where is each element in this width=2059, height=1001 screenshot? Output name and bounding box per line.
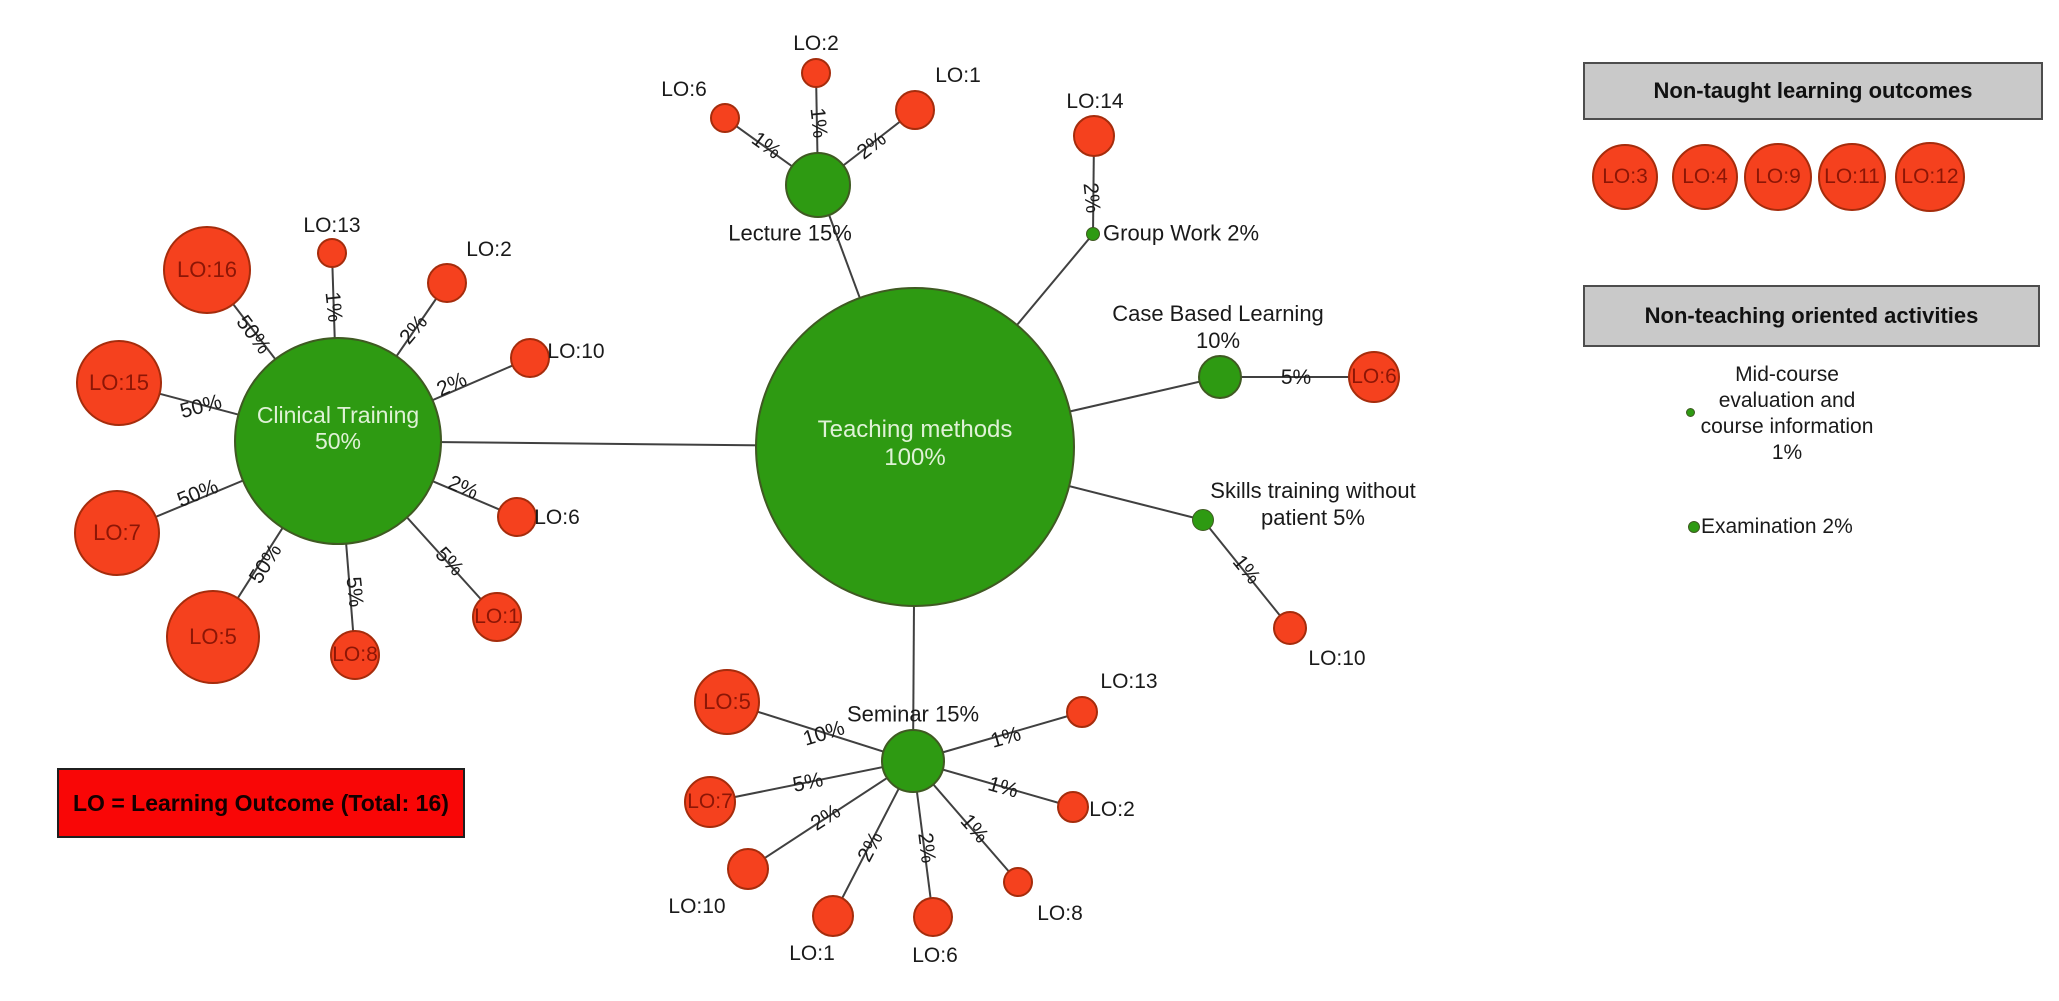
clinical-lo13-node bbox=[317, 238, 347, 268]
clinical-lo16-node-label: LO:16 bbox=[177, 257, 237, 283]
edge-label-clinical-lo8: 5% bbox=[341, 575, 368, 609]
cbl-lo6-node: LO:6 bbox=[1348, 351, 1400, 403]
legend-lo-4-node: LO:4 bbox=[1672, 144, 1738, 210]
clinical-lo2-node-label: LO:2 bbox=[466, 238, 512, 262]
group-work-node bbox=[1086, 227, 1100, 241]
edge-label-case-based-lo6: 5% bbox=[1280, 366, 1312, 389]
clinical-lo5-node: LO:5 bbox=[166, 590, 260, 684]
clinical-lo5-node-label: LO:5 bbox=[189, 624, 237, 650]
seminar-lo6-node-label: LO:6 bbox=[912, 944, 958, 968]
legend-lo-3-node: LO:3 bbox=[1592, 144, 1658, 210]
examination-label: Examination 2% bbox=[1701, 514, 1853, 538]
clinical-training-node-label: Clinical Training 50% bbox=[256, 401, 420, 454]
clinical-lo15-node-label: LO:15 bbox=[89, 370, 149, 396]
legend-lo-3-node-label: LO:3 bbox=[1602, 164, 1648, 188]
edge-label-clinical-lo13: 1% bbox=[320, 290, 347, 324]
skills-lo10-node-label: LO:10 bbox=[1308, 647, 1366, 671]
lecture-node bbox=[785, 152, 851, 218]
seminar-lo5-node: LO:5 bbox=[694, 669, 760, 735]
teaching-methods-node: Teaching methods 100% bbox=[755, 287, 1075, 607]
lecture-lo1-node-label: LO:1 bbox=[935, 64, 981, 88]
group-work-node-label: Group Work 2% bbox=[1103, 220, 1260, 246]
lecture-lo2-node-label: LO:2 bbox=[793, 32, 839, 56]
non-taught-legend-box: Non-taught learning outcomes bbox=[1583, 62, 2043, 120]
teaching-methods-node-label: Teaching methods 100% bbox=[817, 416, 1013, 471]
legend-lo-11-node: LO:11 bbox=[1818, 143, 1886, 211]
seminar-node bbox=[881, 729, 945, 793]
seminar-lo6-node bbox=[913, 897, 953, 937]
lecture-lo6-node-label: LO:6 bbox=[661, 78, 707, 102]
lecture-lo1-node bbox=[895, 90, 935, 130]
clinical-lo13-node-label: LO:13 bbox=[303, 214, 361, 238]
group-lo14-node bbox=[1073, 115, 1115, 157]
edge-seminar-lo10 bbox=[747, 760, 914, 870]
skills-training-node bbox=[1192, 509, 1214, 531]
clinical-lo8-node-label: LO:8 bbox=[332, 642, 378, 666]
skills-training-node-label: Skills training without patient 5% bbox=[1210, 478, 1416, 530]
clinical-lo1-node: LO:1 bbox=[472, 592, 522, 642]
seminar-lo13-node-label: LO:13 bbox=[1100, 670, 1158, 694]
seminar-node-label: Seminar 15% bbox=[846, 701, 980, 727]
legend-lo-4-node-label: LO:4 bbox=[1682, 164, 1728, 188]
seminar-lo7-node-label: LO:7 bbox=[687, 789, 733, 813]
midcourse-dot-icon bbox=[1686, 408, 1695, 417]
lecture-node-label: Lecture 15% bbox=[728, 220, 852, 246]
lecture-lo2-node bbox=[801, 58, 831, 88]
seminar-lo1-node bbox=[812, 895, 854, 937]
clinical-lo10-node bbox=[510, 338, 550, 378]
non-taught-legend-title: Non-taught learning outcomes bbox=[1653, 78, 1973, 103]
clinical-lo16-node: LO:16 bbox=[163, 226, 251, 314]
examination-dot-icon bbox=[1688, 521, 1700, 533]
edge-skills-lo10 bbox=[1202, 519, 1291, 629]
legend-lo-12-node-label: LO:12 bbox=[1901, 164, 1959, 188]
lecture-lo6-node bbox=[710, 103, 740, 133]
legend-lo-12-node: LO:12 bbox=[1895, 142, 1965, 212]
edge-label-lecture-lo2: 1% bbox=[805, 106, 832, 140]
non-teaching-legend-title: Non-teaching oriented activities bbox=[1644, 303, 1979, 328]
seminar-lo8-node-label: LO:8 bbox=[1037, 902, 1083, 926]
legend-lo-9-node-label: LO:9 bbox=[1755, 164, 1801, 188]
midcourse-label: Mid-course evaluation and course informa… bbox=[1700, 362, 1874, 465]
case-based-learning-node bbox=[1198, 355, 1242, 399]
clinical-lo10-node-label: LO:10 bbox=[547, 340, 605, 364]
clinical-training-node: Clinical Training 50% bbox=[234, 337, 442, 545]
case-based-learning-node-label: Case Based Learning 10% bbox=[1112, 301, 1324, 353]
seminar-lo1-node-label: LO:1 bbox=[789, 942, 835, 966]
clinical-lo15-node: LO:15 bbox=[76, 340, 162, 426]
seminar-lo2-node-label: LO:2 bbox=[1089, 798, 1135, 822]
note-text: LO = Learning Outcome (Total: 16) bbox=[73, 789, 449, 816]
seminar-lo2-node bbox=[1057, 791, 1089, 823]
clinical-lo7-node-label: LO:7 bbox=[93, 520, 141, 546]
seminar-lo13-node bbox=[1066, 696, 1098, 728]
seminar-lo8-node bbox=[1003, 867, 1033, 897]
non-teaching-legend-box: Non-teaching oriented activities bbox=[1583, 285, 2040, 347]
legend-lo-11-node-label: LO:11 bbox=[1824, 164, 1880, 188]
clinical-lo2-node bbox=[427, 263, 467, 303]
edge-label-seminar-lo6: 2% bbox=[913, 831, 940, 865]
clinical-lo8-node: LO:8 bbox=[330, 630, 380, 680]
group-lo14-node-label: LO:14 bbox=[1066, 90, 1124, 114]
cbl-lo6-node-label: LO:6 bbox=[1351, 364, 1397, 388]
clinical-lo6-node-label: LO:6 bbox=[534, 506, 580, 530]
clinical-lo7-node: LO:7 bbox=[74, 490, 160, 576]
clinical-lo6-node bbox=[497, 497, 537, 537]
edge-label-group-work-lo14: 2% bbox=[1078, 181, 1105, 215]
clinical-lo1-node-label: LO:1 bbox=[474, 604, 520, 628]
edge-seminar-lo7 bbox=[709, 760, 914, 803]
seminar-lo7-node: LO:7 bbox=[684, 776, 736, 828]
note-box: LO = Learning Outcome (Total: 16) bbox=[57, 768, 465, 838]
legend-lo-9-node: LO:9 bbox=[1744, 143, 1812, 211]
seminar-lo10-node-label: LO:10 bbox=[668, 895, 726, 919]
skills-lo10-node bbox=[1273, 611, 1307, 645]
seminar-lo10-node bbox=[727, 848, 769, 890]
seminar-lo5-node-label: LO:5 bbox=[703, 689, 751, 715]
